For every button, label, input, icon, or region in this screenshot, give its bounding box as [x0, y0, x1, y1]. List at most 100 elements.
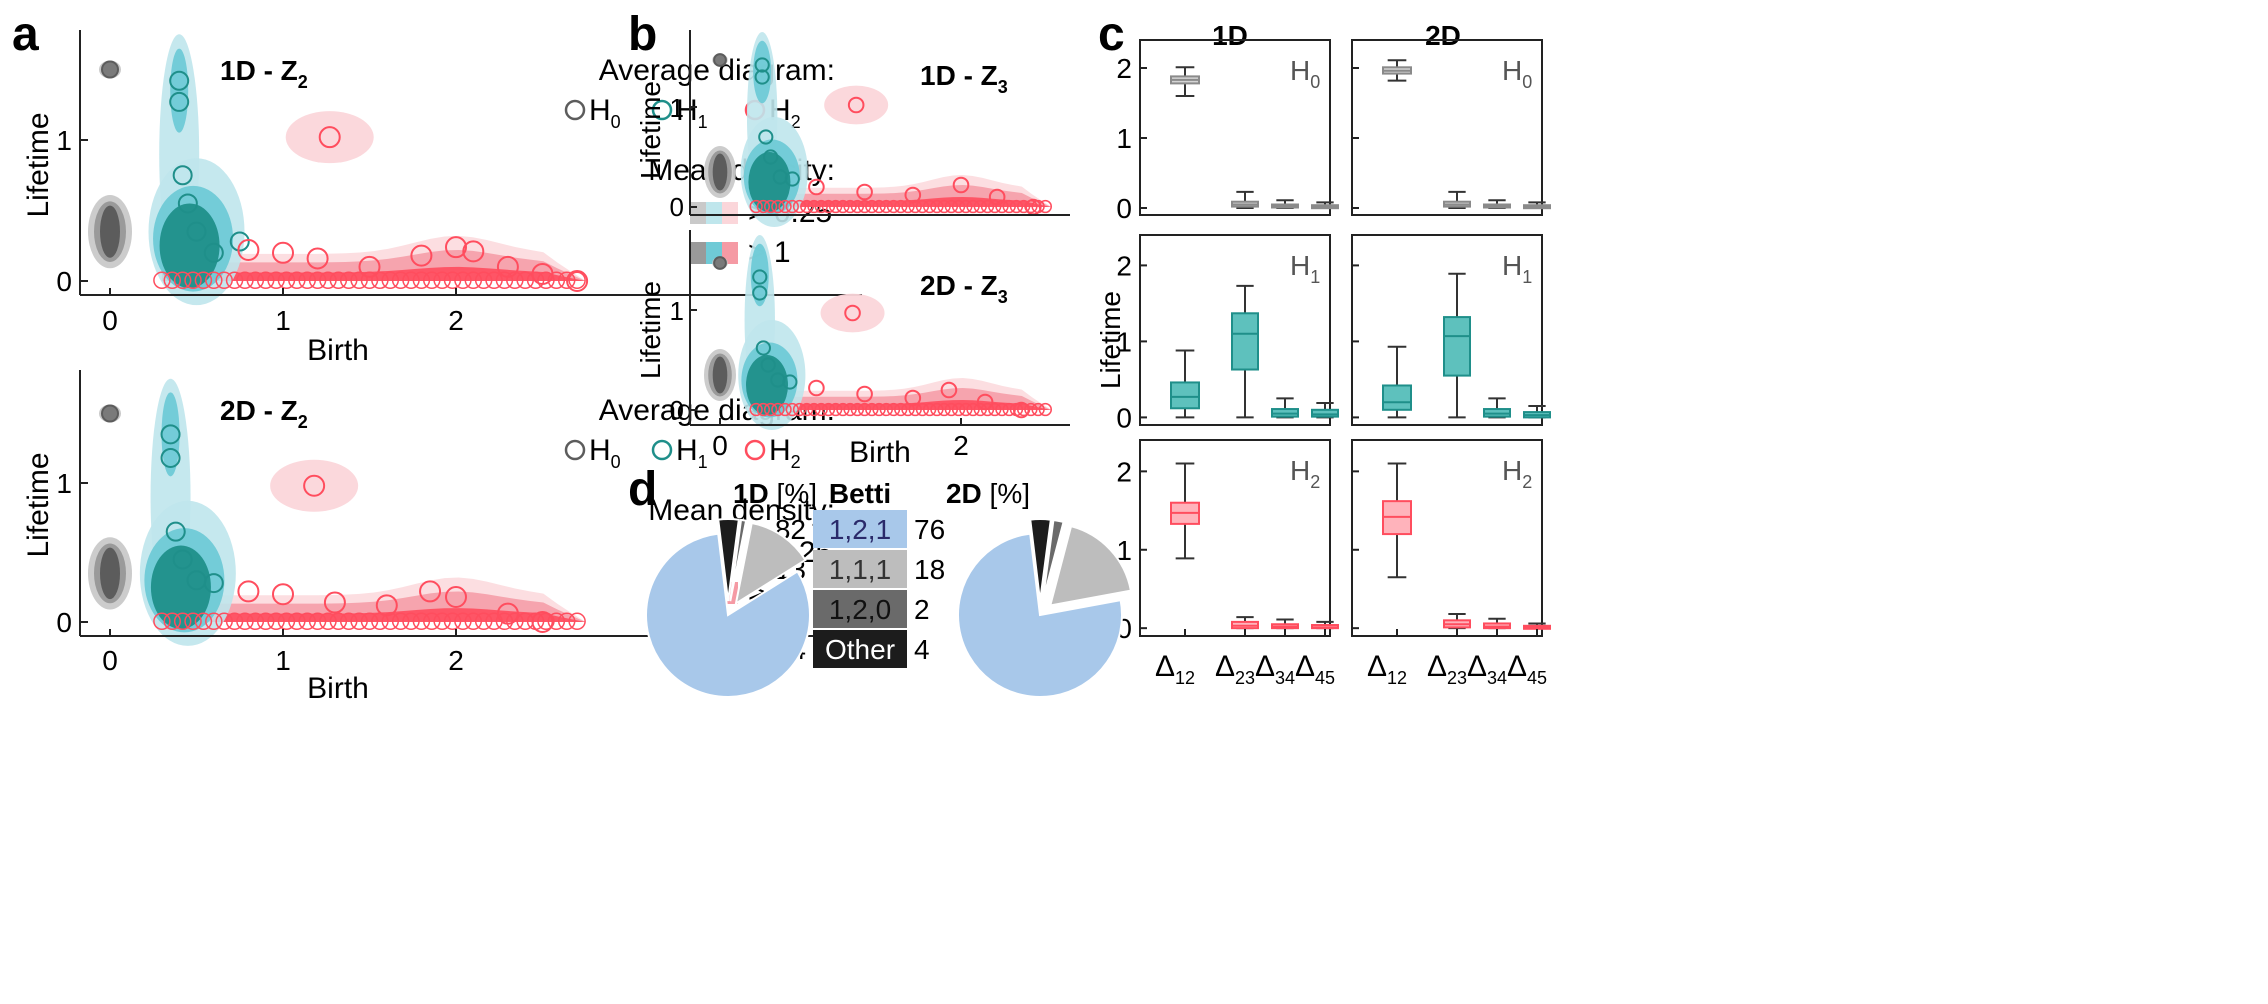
y-axis-label: Lifetime: [22, 452, 55, 557]
betti-value-2d: 18: [914, 554, 945, 585]
betti-row-swatch: [813, 510, 907, 548]
y-tick-label: 2: [1116, 53, 1132, 84]
x-axis-label: Birth: [307, 334, 369, 367]
legend-swatch-low: [690, 202, 706, 224]
h2-point: [163, 612, 182, 631]
x-axis-label: Birth: [849, 436, 911, 469]
scatter-points: [101, 404, 586, 633]
h2-point: [381, 612, 400, 631]
h2-point: [1038, 402, 1052, 417]
h1-point: [760, 357, 776, 373]
h2-point: [329, 271, 348, 290]
h2-point: [267, 271, 285, 290]
h2-point: [454, 271, 472, 290]
y-axis-label: Lifetime: [22, 112, 55, 217]
panel-a: a 0 1 0 1 2 Birth Lifetime: [12, 8, 862, 705]
h2-point: [318, 126, 341, 149]
betti-row-label: 1,2,0: [829, 594, 891, 625]
panel-c-letter: c: [1098, 8, 1125, 61]
betti-row-swatch: [813, 630, 907, 668]
h2-point: [995, 199, 1009, 214]
h2-density-region: [824, 85, 889, 125]
h2-point: [966, 402, 980, 417]
betti-value-2d: 2: [914, 594, 930, 625]
panel-b: b 0 1 Lifetime 1D - Z3: [628, 8, 1070, 469]
h2-point: [454, 612, 472, 631]
column-title-2d: 2D: [1425, 20, 1461, 51]
h2-point: [850, 402, 865, 417]
y-axis-label: Lifetime: [635, 81, 666, 179]
h2-point: [495, 271, 514, 290]
scatter-points: [713, 53, 1052, 216]
h2-point: [419, 580, 442, 603]
h2-point: [225, 612, 244, 631]
h1-point: [763, 149, 779, 165]
h2-point: [350, 612, 368, 631]
x-ticks: 0 2: [712, 418, 969, 461]
h2-point: [821, 199, 836, 214]
subplot-frame: [1139, 39, 1331, 216]
y-axis-label: Lifetime: [1095, 291, 1126, 389]
h2-point: [225, 271, 244, 290]
h2-point: [778, 402, 792, 417]
h2-point: [256, 612, 275, 631]
h1-point: [203, 242, 224, 263]
h2-point: [940, 381, 958, 399]
h0-point: [713, 256, 727, 270]
x-tick-label: Δ23: [1427, 650, 1467, 688]
x-tick-label: 2: [953, 430, 969, 461]
plot-title: 1D - Z2: [220, 55, 308, 92]
h2-point: [474, 612, 493, 631]
h2-point: [944, 402, 959, 417]
x-axis-label: Birth: [307, 672, 369, 705]
h2-point: [237, 238, 260, 261]
h2-point: [557, 612, 576, 631]
x-tick-label: Δ23: [1215, 650, 1255, 688]
h2-point: [410, 244, 433, 267]
h2-point: [163, 271, 182, 290]
h2-point: [433, 612, 451, 631]
y-tick-label: 1: [56, 125, 72, 156]
h2-point: [771, 402, 785, 417]
h2-point: [236, 271, 254, 290]
y-tick-label: 0: [56, 607, 72, 638]
h2-point: [844, 304, 861, 322]
h2-point: [763, 402, 778, 417]
h2-point: [537, 612, 555, 631]
subplot-frame: [1139, 439, 1331, 637]
h2-point: [371, 612, 389, 631]
h2-point: [306, 247, 329, 270]
h0-density-region: [712, 153, 728, 191]
betti-row-label: 1,2,1: [829, 514, 891, 545]
h2-point: [184, 612, 202, 631]
box: [1443, 316, 1471, 377]
x-tick-label: 1: [275, 645, 291, 676]
h2-point: [951, 402, 966, 417]
h2-point: [277, 612, 296, 631]
panel-a-letter: a: [12, 8, 39, 61]
y-tick-label: 0: [670, 192, 684, 222]
density-regions: [704, 235, 1052, 430]
x-tick-label: 2: [448, 645, 464, 676]
h2-point: [901, 199, 915, 214]
h2-point: [923, 402, 937, 417]
h2-point: [323, 591, 346, 614]
h2-point: [267, 612, 285, 631]
h1-point: [165, 521, 186, 542]
h1-point: [169, 91, 190, 112]
h2-point: [966, 199, 980, 214]
h2-point: [1009, 402, 1024, 417]
legend-h1-label: H1: [676, 434, 708, 472]
h2-point: [951, 199, 966, 214]
h2-point: [526, 612, 545, 631]
h2-point: [1024, 199, 1038, 214]
h1-point: [172, 549, 193, 570]
h2-point: [865, 199, 879, 214]
h2-point: [1031, 402, 1045, 417]
panel-d-letter: d: [628, 463, 657, 516]
h2-point: [749, 402, 763, 417]
h2-point: [423, 612, 441, 631]
h2-point: [847, 96, 865, 114]
h2-point: [792, 199, 807, 214]
h1-point: [784, 171, 800, 187]
